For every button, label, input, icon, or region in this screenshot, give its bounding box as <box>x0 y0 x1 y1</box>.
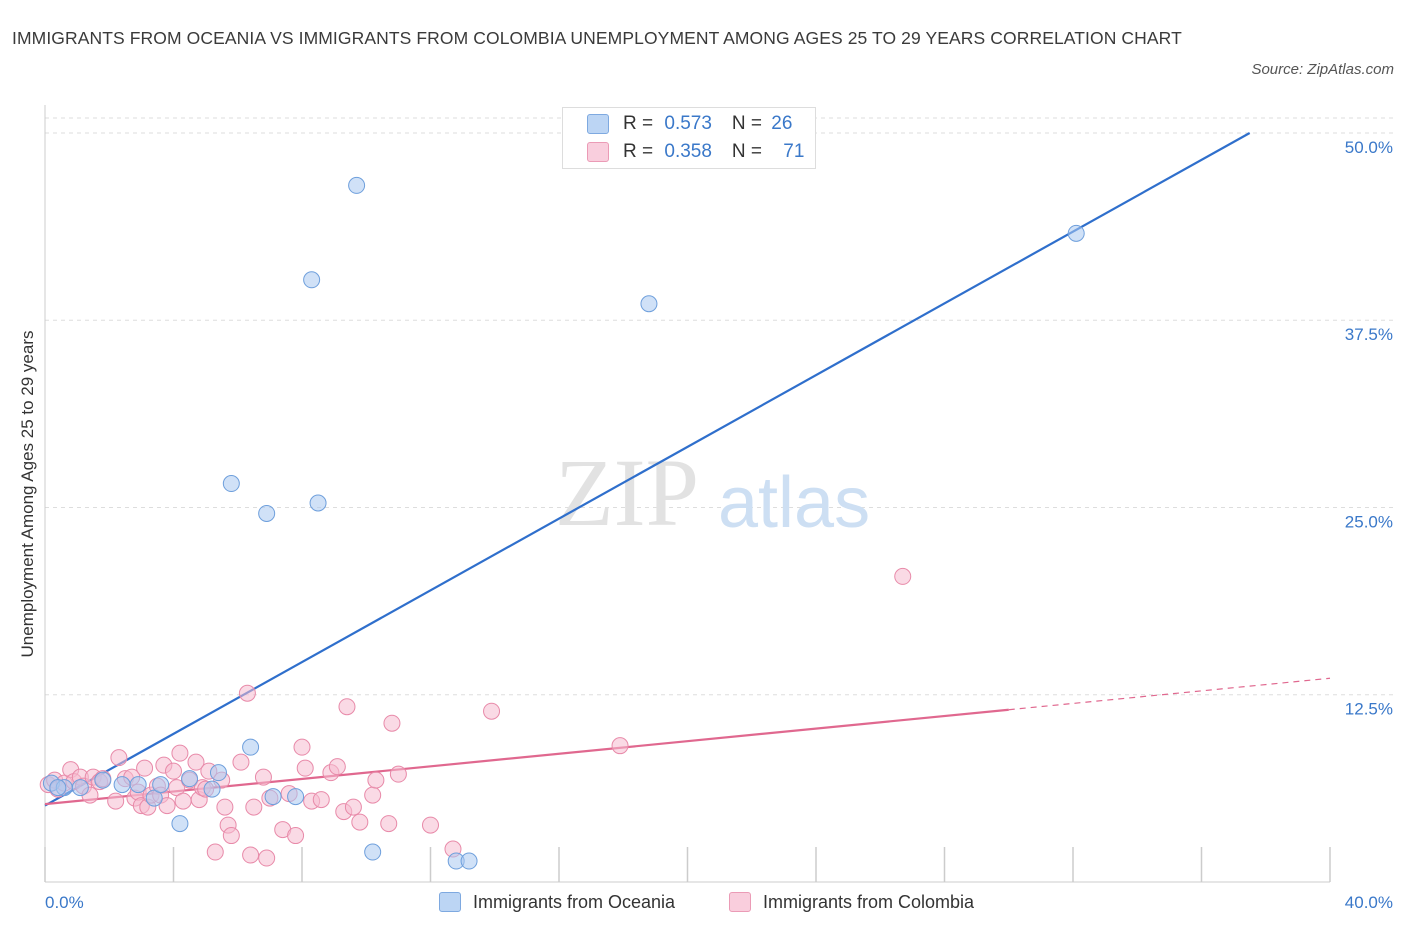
oceania-point <box>152 776 170 794</box>
colombia-point <box>389 765 407 783</box>
colombia-point <box>242 846 260 864</box>
colombia-point <box>107 792 125 810</box>
colombia-point <box>216 798 234 816</box>
legend-n-label: N = <box>731 113 768 134</box>
colombia-point <box>344 798 362 816</box>
watermark-zip: ZIP <box>555 439 699 546</box>
colombia-point <box>483 702 501 720</box>
colombia-point <box>110 749 128 767</box>
oceania-point <box>49 779 67 797</box>
oceania-point <box>181 770 199 788</box>
oceania-point <box>203 780 221 798</box>
legend-swatch-oceania <box>587 114 609 134</box>
colombia-point <box>232 753 250 771</box>
colombia-point <box>222 827 240 845</box>
colombia-point <box>238 684 256 702</box>
oceania-point <box>209 764 227 782</box>
colombia-point <box>364 786 382 804</box>
colombia-point <box>422 816 439 834</box>
colombia-point <box>293 738 311 756</box>
correlation-legend: R = 0.573 N = 26 R = 0.358 N = 71 <box>562 107 816 169</box>
bottom-legend-swatch-colombia <box>729 892 751 912</box>
bottom-legend-oceania: Immigrants from Oceania <box>439 889 675 915</box>
colombia-point <box>174 792 192 810</box>
colombia-point <box>338 698 356 716</box>
colombia-point <box>206 843 224 861</box>
oceania-point <box>171 815 189 833</box>
oceania-point <box>364 843 382 861</box>
colombia-point <box>380 815 398 833</box>
y-tick-label: 37.5% <box>1345 325 1393 344</box>
y-axis-label: Unemployment Among Ages 25 to 29 years <box>18 330 37 658</box>
oceania-point <box>113 776 131 794</box>
bottom-legend-swatch-oceania <box>439 892 461 912</box>
colombia-point <box>136 759 154 777</box>
legend-r-label: R = <box>623 141 659 162</box>
data-points <box>39 176 1085 870</box>
legend-r-value-oceania: 0.573 <box>664 113 712 134</box>
colombia-point <box>158 797 176 815</box>
legend-n-value-oceania: 26 <box>771 113 793 134</box>
x-tick-label: 0.0% <box>45 893 84 912</box>
colombia-point <box>367 771 385 789</box>
oceania-point <box>129 776 147 794</box>
oceania-point <box>242 738 260 756</box>
colombia-point <box>187 753 205 771</box>
bottom-legend-label-colombia: Immigrants from Colombia <box>763 891 975 912</box>
oceania-point <box>264 788 282 806</box>
legend-n-value-colombia: 71 <box>783 141 805 162</box>
colombia-point <box>296 759 314 777</box>
colombia-point <box>383 714 401 732</box>
oceania-point <box>1067 224 1085 242</box>
oceania-point <box>348 176 366 194</box>
oceania-point <box>258 504 276 522</box>
colombia-point <box>171 744 189 762</box>
legend-n-label: N = <box>731 141 768 162</box>
oceania-point <box>303 271 321 289</box>
colombia-point <box>328 758 346 776</box>
colombia-point <box>258 849 276 867</box>
oceania-point <box>94 771 112 789</box>
oceania-point <box>71 779 89 797</box>
y-tick-label: 50.0% <box>1345 138 1393 157</box>
oceania-point <box>640 295 658 313</box>
colombia-point <box>287 827 305 845</box>
watermark-atlas: atlas <box>718 463 870 543</box>
grid-lines <box>45 117 1395 696</box>
legend-row-oceania: R = 0.573 N = 26 <box>587 112 792 136</box>
oceania-point <box>222 475 240 493</box>
bottom-legend-label-oceania: Immigrants from Oceania <box>473 891 676 912</box>
y-tick-label: 25.0% <box>1345 512 1393 531</box>
colombia-point <box>165 762 182 780</box>
colombia-point <box>894 567 912 585</box>
colombia-point <box>611 737 629 755</box>
axes <box>44 105 1331 883</box>
source-label: Source: ZipAtlas.com <box>1251 61 1394 78</box>
oceania-point <box>460 852 478 870</box>
colombia-point <box>351 813 369 831</box>
bottom-legend-colombia: Immigrants from Colombia <box>729 889 974 915</box>
oceania-point <box>287 788 305 806</box>
trend-line-extension-colombia <box>1008 677 1331 711</box>
colombia-point <box>254 768 272 786</box>
y-tick-label: 12.5% <box>1345 700 1393 719</box>
legend-r-value-colombia: 0.358 <box>664 141 712 162</box>
legend-r-label: R = <box>623 113 659 134</box>
legend-swatch-colombia <box>587 142 609 162</box>
legend-row-colombia: R = 0.358 N = 71 <box>587 140 804 164</box>
tick-labels: 12.5% 25.0% 37.5% 50.0% 0.0% 40.0% <box>45 138 1393 912</box>
x-tick-label: 40.0% <box>1345 893 1393 912</box>
oceania-point <box>309 494 327 512</box>
watermark: ZIP atlas <box>555 439 870 546</box>
chart-title: IMMIGRANTS FROM OCEANIA VS IMMIGRANTS FR… <box>12 28 1182 48</box>
colombia-point <box>245 798 263 816</box>
colombia-point <box>312 791 330 809</box>
